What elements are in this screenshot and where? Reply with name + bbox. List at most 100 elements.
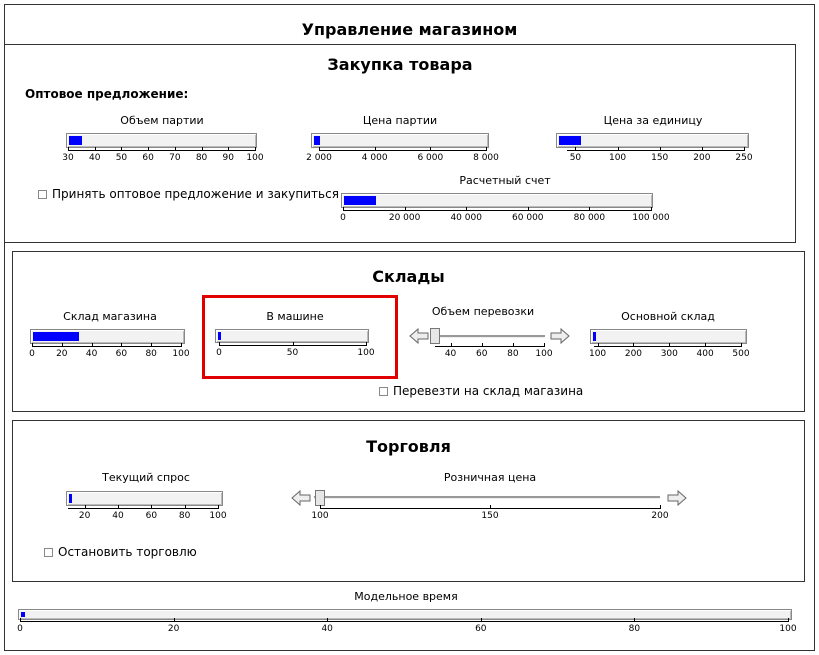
warehouses-title: Склады <box>372 267 445 286</box>
scale-tick <box>91 343 93 347</box>
scale-tick-label: 80 000 <box>573 213 606 223</box>
scale-tick-label: 90 <box>222 153 235 163</box>
store-stock-bar <box>30 329 185 344</box>
scale-tick-label: 0 <box>17 624 23 634</box>
scale-tick-label: 150 <box>651 153 669 163</box>
scale-tick <box>633 343 635 347</box>
scale-tick-label: 60 <box>115 349 128 359</box>
scale-tick-label: 2 000 <box>306 153 332 163</box>
scale-tick <box>480 618 482 622</box>
scale-tick <box>481 343 483 347</box>
scale-tick <box>151 343 153 347</box>
scale-axis-line <box>594 346 741 347</box>
scale-tick <box>575 147 577 151</box>
scale-tick <box>343 207 344 211</box>
scale-tick <box>430 147 432 151</box>
scale-tick-label: 50 <box>115 153 128 163</box>
scale-tick-label: 20 <box>56 349 68 359</box>
scale-tick <box>184 505 186 509</box>
retail-price-increase-arrow-icon[interactable] <box>667 489 687 511</box>
main-title: Управление магазином <box>301 20 518 39</box>
unit-price-label: Цена за единицу <box>603 114 703 127</box>
batch-volume-bar <box>66 133 257 148</box>
scale-tick <box>94 147 96 151</box>
scale-tick-label: 80 <box>178 511 191 521</box>
transfer-volume-decrease-arrow-icon[interactable] <box>409 327 429 349</box>
scale-tick <box>174 147 176 151</box>
scale-tick <box>589 207 591 211</box>
scale-tick <box>292 342 294 346</box>
unit-price-bar <box>556 133 749 148</box>
wholesale-offer-label: Оптовое предложение: <box>25 87 189 101</box>
stop-trade-checkbox[interactable]: Остановить торговлю <box>44 545 197 559</box>
scale-tick <box>255 147 256 151</box>
stop-trade-box[interactable] <box>44 547 53 557</box>
scale-tick-label: 0 <box>216 348 222 358</box>
accept-offer-checkbox[interactable]: Принять оптовое предложение и закупиться <box>38 187 339 201</box>
scale-tick <box>218 505 219 509</box>
scale-tick-label: 60 <box>145 511 158 521</box>
scale-tick-label: 20 <box>78 511 91 521</box>
scale-tick <box>219 342 220 346</box>
scale-tick-label: 300 <box>660 349 678 359</box>
retail-price-label: Розничная цена <box>443 471 537 484</box>
scale-tick <box>527 207 529 211</box>
scale-tick-label: 100 <box>172 349 190 359</box>
scale-tick <box>450 343 452 347</box>
scale-tick-label: 50 <box>286 348 299 358</box>
demand-label: Текущий спрос <box>102 471 190 484</box>
scale-tick <box>366 342 367 346</box>
scale-tick-label: 80 <box>145 349 157 359</box>
scale-tick-label: 40 <box>88 153 101 163</box>
trade-section <box>12 420 805 582</box>
scale-tick-label: 80 <box>195 153 208 163</box>
scale-tick-label: 100 <box>311 511 329 521</box>
scale-tick-label: 60 <box>142 153 154 163</box>
stop-trade-text: Остановить торговлю <box>58 545 197 559</box>
transfer-volume-increase-arrow-icon[interactable] <box>550 327 570 349</box>
scale-tick-label: 100 <box>588 349 607 359</box>
scale-tick <box>121 147 123 151</box>
scale-axis-line <box>319 150 486 151</box>
scale-tick <box>148 147 150 151</box>
scale-tick-label: 500 <box>732 349 750 359</box>
retail-price-track[interactable] <box>314 496 660 499</box>
scale-axis-line <box>343 210 651 211</box>
warehouses-section <box>12 251 805 412</box>
model-time-label: Модельное время <box>354 590 458 603</box>
scale-axis-line <box>32 346 181 347</box>
scale-tick <box>404 207 406 211</box>
scale-axis-line <box>435 346 544 347</box>
accept-offer-box[interactable] <box>38 189 47 199</box>
scale-tick-label: 40 <box>444 349 457 359</box>
scale-tick <box>490 505 491 509</box>
scale-tick <box>173 618 175 622</box>
scale-tick <box>20 618 21 622</box>
retail-price-decrease-arrow-icon[interactable] <box>291 489 311 511</box>
store-stock-label: Склад магазина <box>63 310 157 323</box>
scale-tick-label: 100 <box>357 348 375 358</box>
scale-tick-label: 0 <box>29 349 35 359</box>
transfer-volume-track[interactable] <box>430 335 545 338</box>
main-frame <box>4 4 815 651</box>
transfer-volume-thumb[interactable] <box>430 328 440 344</box>
scale-tick <box>201 147 203 151</box>
transfer-checkbox[interactable]: Перевезти на склад магазина <box>379 384 583 398</box>
in-truck-label: В машине <box>266 310 324 323</box>
transfer-box[interactable] <box>379 386 388 396</box>
scale-tick <box>151 505 153 509</box>
model-time-bar <box>18 609 792 620</box>
scale-axis-line <box>68 150 255 151</box>
scale-tick-label: 40 <box>112 511 124 521</box>
in-truck-highlight <box>202 295 398 379</box>
scale-tick-label: 100 <box>246 153 264 163</box>
scale-tick-label: 30 <box>62 153 74 163</box>
scale-tick <box>634 618 636 622</box>
scale-tick-label: 200 <box>693 153 711 163</box>
retail-price-thumb[interactable] <box>315 490 325 506</box>
scale-tick <box>121 343 123 347</box>
scale-tick-label: 100 <box>779 624 797 634</box>
scale-tick <box>617 147 619 151</box>
scale-tick <box>544 343 545 347</box>
purchase-section <box>4 44 796 243</box>
